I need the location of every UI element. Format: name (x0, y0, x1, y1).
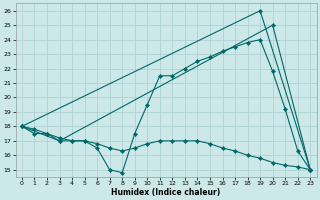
X-axis label: Humidex (Indice chaleur): Humidex (Indice chaleur) (111, 188, 221, 197)
